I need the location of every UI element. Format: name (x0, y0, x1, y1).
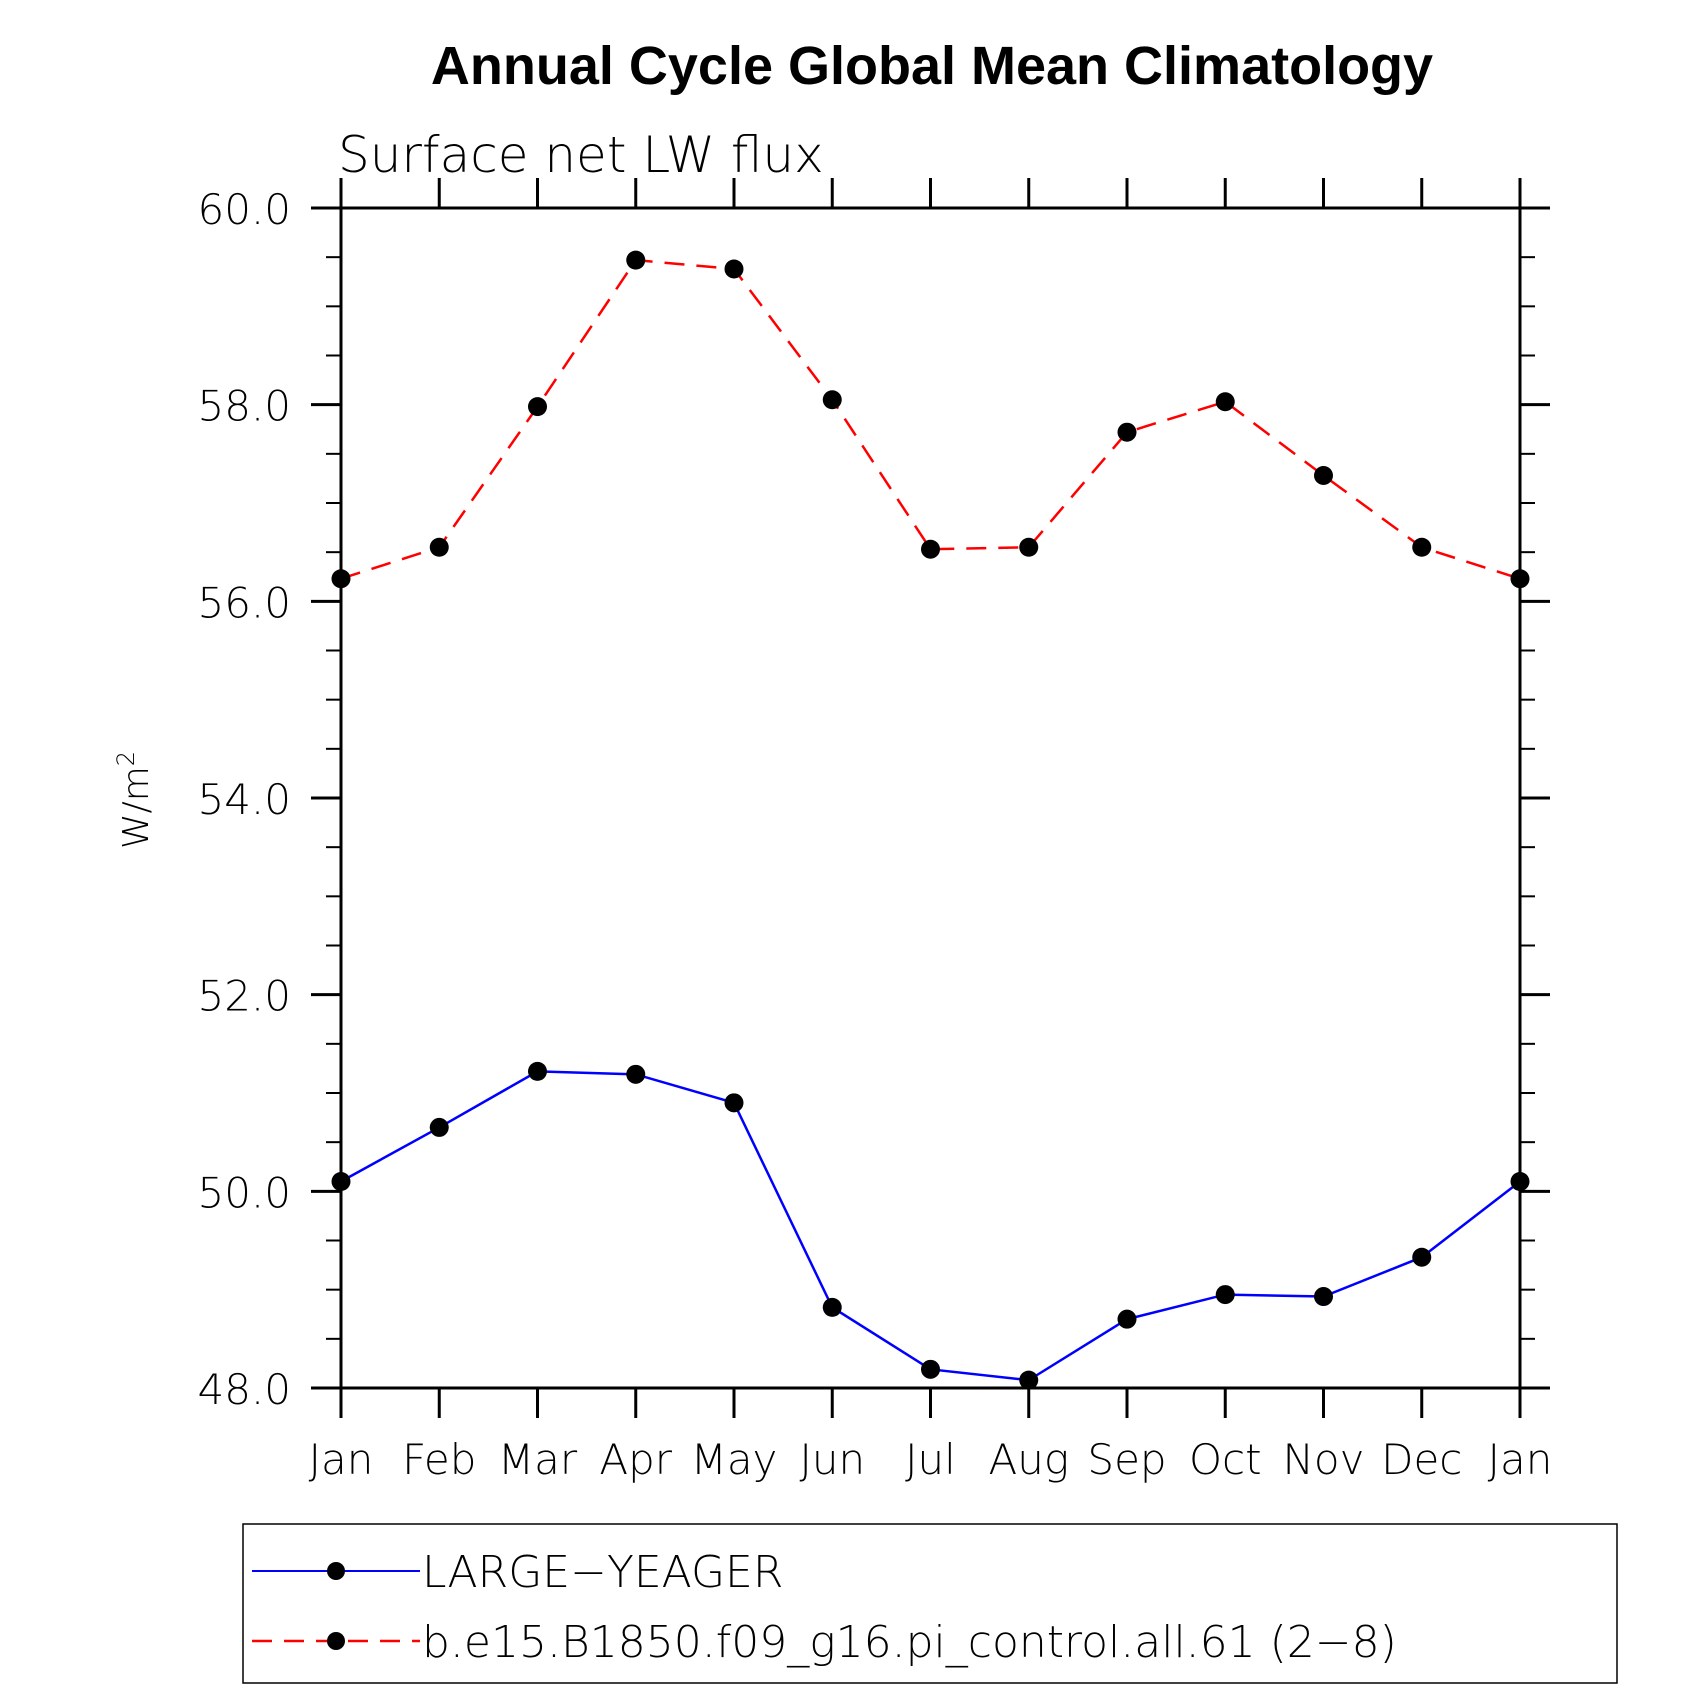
x-tick-label: Jul (905, 1435, 956, 1484)
chart-title: Annual Cycle Global Mean Climatology (431, 36, 1433, 96)
y-tick-label: 54.0 (197, 775, 291, 824)
data-point-series-1 (429, 1117, 449, 1137)
data-point-series-1 (528, 1061, 547, 1081)
data-point-series-2 (1215, 392, 1235, 412)
y-tick-label: 58.0 (197, 382, 291, 431)
data-point-series-1 (822, 1297, 842, 1317)
data-point-series-2 (1510, 569, 1530, 589)
x-tick-label: Feb (402, 1435, 476, 1484)
data-point-series-1 (1510, 1172, 1530, 1191)
x-tick-label: Jun (799, 1435, 865, 1484)
x-tick-label: Apr (599, 1435, 672, 1484)
x-tick-label: Sep (1087, 1435, 1166, 1484)
data-point-series-2 (429, 537, 449, 557)
y-tick-label: 56.0 (197, 578, 291, 627)
data-point-series-1 (1412, 1247, 1432, 1267)
legend-label-series-1: LARGE−YEAGER (422, 1547, 783, 1598)
legend: LARGE−YEAGER b.e15.B1850.f09_g16.pi_cont… (242, 1523, 1618, 1684)
data-point-series-2 (724, 259, 744, 279)
data-point-series-1 (331, 1172, 351, 1191)
svg-text:W/m2: W/m2 (112, 751, 157, 849)
y-axis-tick-labels: 48.0 50.0 52.0 54.0 56.0 58.0 60.0 (197, 185, 291, 1414)
plot-frame (339, 206, 1522, 1390)
x-axis-tick-labels: Jan Feb Mar Apr May Jun Jul Aug Sep Oct Nov Dec Jan (309, 1435, 1553, 1484)
x-tick-label: Oct (1189, 1435, 1262, 1484)
legend-marker-series-2 (327, 1632, 345, 1650)
data-point-series-2 (1117, 422, 1137, 442)
y-tick-label: 52.0 (197, 972, 291, 1021)
data-point-series-1 (1019, 1370, 1039, 1390)
data-point-series-1 (1215, 1285, 1235, 1305)
y-axis-label: W/m2 (112, 751, 157, 849)
x-tick-label: Aug (988, 1435, 1069, 1484)
y-axis-label-superscript: 2 (112, 751, 140, 766)
chart-subtitle: Surface net LW flux (338, 126, 824, 184)
series-group (331, 250, 1530, 1390)
data-point-series-2 (528, 397, 547, 417)
legend-marker-series-1 (327, 1562, 345, 1580)
data-point-series-1 (1117, 1309, 1137, 1329)
legend-label-series-2: b.e15.B1850.f09_g16.pi_control.all.61 (2… (422, 1617, 1397, 1668)
y-tick-label: 48.0 (197, 1365, 291, 1414)
axis-ticks (311, 178, 1550, 1418)
data-point-series-1 (626, 1064, 646, 1084)
x-tick-label: Dec (1381, 1435, 1462, 1484)
data-point-series-2 (822, 390, 842, 410)
series-line-1 (340, 1070, 1521, 1382)
y-tick-label: 50.0 (197, 1168, 291, 1217)
y-axis-label-text: W/m (116, 766, 157, 849)
x-tick-label: Mar (498, 1435, 578, 1484)
data-point-series-2 (1412, 537, 1432, 557)
x-tick-label: Jan (1488, 1435, 1553, 1484)
data-point-series-2 (921, 539, 940, 559)
data-point-series-2 (626, 250, 646, 270)
legend-box (242, 1523, 1618, 1684)
x-tick-label: Jan (309, 1435, 374, 1484)
data-point-series-1 (724, 1093, 744, 1113)
y-tick-label: 60.0 (197, 185, 291, 234)
data-point-series-1 (1314, 1287, 1333, 1307)
x-tick-label: May (691, 1435, 778, 1484)
data-point-series-2 (331, 569, 351, 589)
data-point-series-2 (1314, 465, 1333, 485)
data-point-series-1 (921, 1359, 940, 1379)
data-point-series-2 (1019, 537, 1039, 557)
x-tick-label: Nov (1283, 1435, 1365, 1484)
series-line-2 (340, 258, 1521, 580)
